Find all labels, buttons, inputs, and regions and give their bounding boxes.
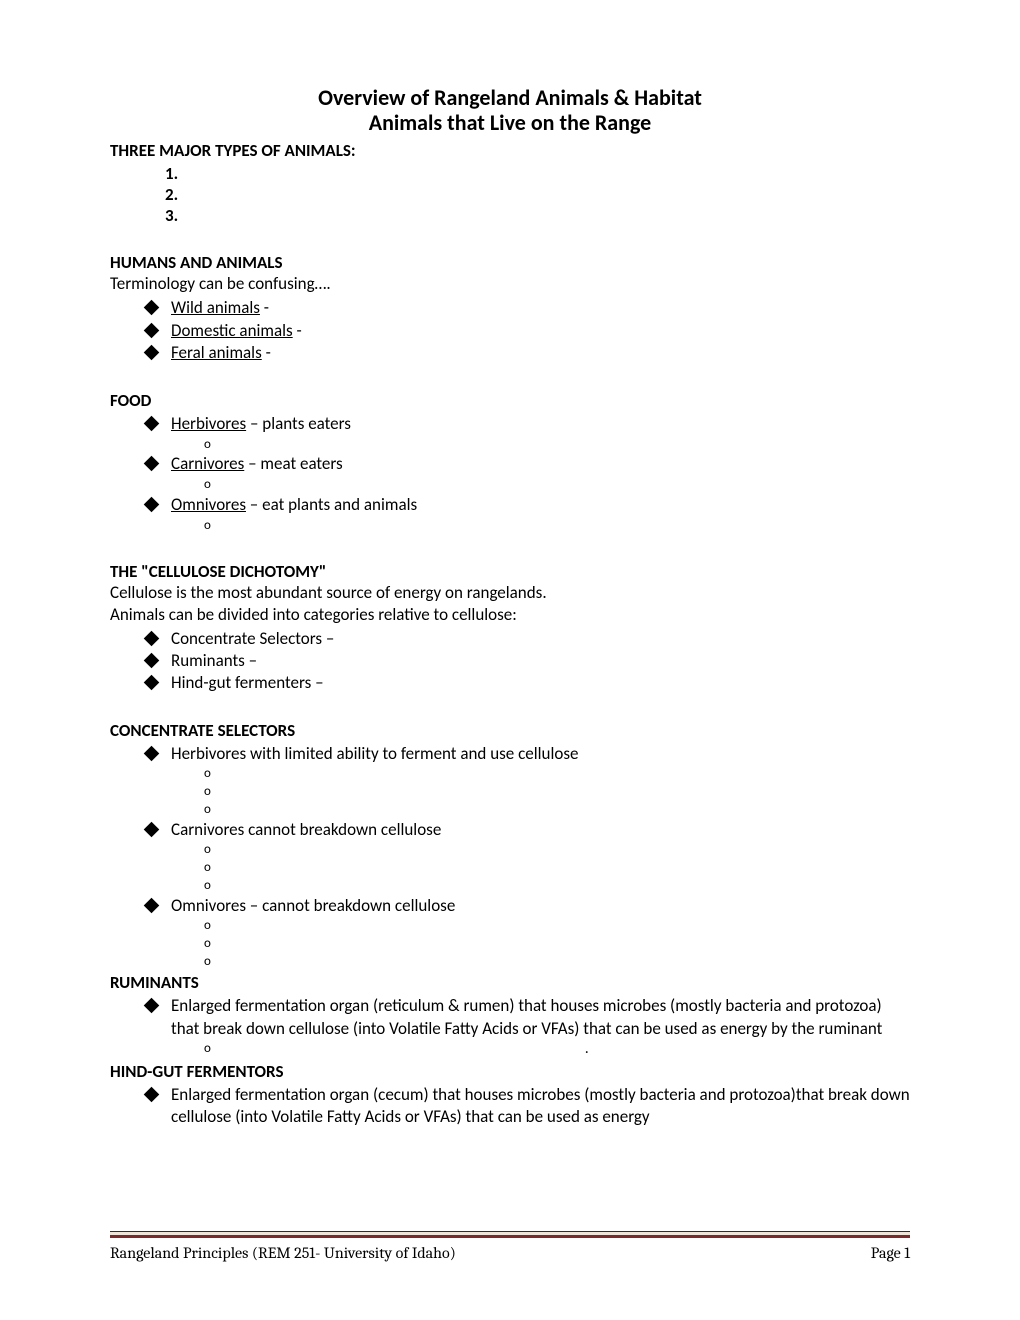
list-item bbox=[182, 205, 910, 226]
page-content: Overview of Rangeland Animals & Habitat … bbox=[0, 0, 1020, 1128]
sub-bullet: o. bbox=[110, 1040, 910, 1060]
footer-left: Rangeland Principles (REM 251- Universit… bbox=[110, 1244, 456, 1262]
bullet-text: Ruminants – bbox=[171, 650, 257, 672]
diamond-icon bbox=[144, 415, 160, 431]
bullet-text: Wild animals - bbox=[171, 297, 269, 319]
circle-icon: o bbox=[204, 802, 211, 819]
bullet-text: Omnivores – eat plants and animals bbox=[171, 494, 417, 516]
bullet-item: Ruminants – bbox=[110, 650, 910, 672]
bullet-item: Concentrate Selectors – bbox=[110, 628, 910, 650]
bullet-text: Feral animals - bbox=[171, 342, 271, 364]
bullet-text: Herbivores with limited ability to ferme… bbox=[171, 743, 578, 765]
cellulose-list: Concentrate Selectors – Ruminants – Hind… bbox=[110, 628, 910, 694]
bullet-item: Omnivores – eat plants and animals bbox=[110, 494, 910, 516]
bullet-text: Domestic animals - bbox=[171, 320, 302, 342]
heading-ruminants: RUMINANTS bbox=[110, 972, 910, 993]
food-list: Herbivores – plants eaters o Carnivores … bbox=[110, 413, 910, 535]
diamond-icon bbox=[144, 1087, 160, 1103]
diamond-icon bbox=[144, 456, 160, 472]
diamond-icon bbox=[144, 653, 160, 669]
sub-bullet: o bbox=[110, 475, 910, 494]
bullet-item: Herbivores with limited ability to ferme… bbox=[110, 743, 910, 765]
bullet-text: Enlarged fermentation organ (cecum) that… bbox=[171, 1084, 910, 1128]
bullet-item: Enlarged fermentation organ (cecum) that… bbox=[110, 1084, 910, 1128]
sub-bullet: o bbox=[110, 516, 910, 535]
cellulose-line1: Cellulose is the most abundant source of… bbox=[110, 582, 910, 604]
bullet-text: Carnivores – meat eaters bbox=[171, 453, 343, 475]
bullet-item: Wild animals - bbox=[110, 297, 910, 319]
bullet-item: Enlarged fermentation organ (reticulum &… bbox=[110, 995, 910, 1039]
footer-rule bbox=[110, 1231, 910, 1238]
heading-conc: CONCENTRATE SELECTORS bbox=[110, 720, 910, 741]
circle-icon: o bbox=[204, 784, 211, 801]
heading-hindgut: HIND-GUT FERMENTORS bbox=[110, 1061, 910, 1082]
sub-bullet: o bbox=[110, 877, 910, 895]
diamond-icon bbox=[144, 344, 160, 360]
bullet-item: Carnivores – meat eaters bbox=[110, 453, 910, 475]
diamond-icon bbox=[144, 822, 160, 838]
doc-subtitle: Animals that Live on the Range bbox=[110, 110, 910, 135]
humans-intro: Terminology can be confusing…. bbox=[110, 273, 910, 295]
circle-icon: o bbox=[204, 476, 211, 494]
footer-line: Rangeland Principles (REM 251- Universit… bbox=[110, 1244, 910, 1262]
sub-bullet: o bbox=[110, 953, 910, 971]
diamond-icon bbox=[144, 497, 160, 513]
bullet-item: Herbivores – plants eaters bbox=[110, 413, 910, 435]
list-item bbox=[182, 163, 910, 184]
circle-icon: o bbox=[204, 766, 211, 783]
diamond-icon bbox=[144, 998, 160, 1014]
bullet-item: Domestic animals - bbox=[110, 320, 910, 342]
diamond-icon bbox=[144, 300, 160, 316]
sub-bullet: o bbox=[110, 935, 910, 953]
sub-bullet: o bbox=[110, 801, 910, 819]
circle-icon: o bbox=[204, 954, 211, 971]
bullet-text: Omnivores – cannot breakdown cellulose bbox=[171, 895, 455, 917]
sub-bullet: o bbox=[110, 765, 910, 783]
heading-food: FOOD bbox=[110, 390, 910, 411]
bullet-item: Omnivores – cannot breakdown cellulose bbox=[110, 895, 910, 917]
sub-bullet: o bbox=[110, 435, 910, 454]
diamond-icon bbox=[144, 631, 160, 647]
bullet-item: Feral animals - bbox=[110, 342, 910, 364]
circle-icon: o bbox=[204, 878, 211, 895]
page-footer: Rangeland Principles (REM 251- Universit… bbox=[110, 1231, 910, 1262]
diamond-icon bbox=[144, 746, 160, 762]
bullet-item: Carnivores cannot breakdown cellulose bbox=[110, 819, 910, 841]
hindgut-list: Enlarged fermentation organ (cecum) that… bbox=[110, 1084, 910, 1128]
circle-icon: o bbox=[204, 1041, 211, 1058]
numbered-list bbox=[110, 163, 910, 227]
ruminants-list: Enlarged fermentation organ (reticulum &… bbox=[110, 995, 910, 1059]
footer-right: Page 1 bbox=[871, 1244, 910, 1262]
sub-bullet: o bbox=[110, 841, 910, 859]
sub-bullet: o bbox=[110, 859, 910, 877]
diamond-icon bbox=[144, 322, 160, 338]
conc-list: Herbivores with limited ability to ferme… bbox=[110, 743, 910, 970]
heading-cellulose: THE "CELLULOSE DICHOTOMY" bbox=[110, 561, 910, 582]
doc-title: Overview of Rangeland Animals & Habitat bbox=[110, 85, 910, 110]
bullet-text: Herbivores – plants eaters bbox=[171, 413, 351, 435]
heading-types: THREE MAJOR TYPES OF ANIMALS: bbox=[110, 140, 910, 161]
circle-icon: o bbox=[204, 517, 211, 535]
diamond-icon bbox=[144, 897, 160, 913]
heading-humans: HUMANS AND ANIMALS bbox=[110, 252, 910, 273]
humans-list: Wild animals - Domestic animals - Feral … bbox=[110, 297, 910, 363]
sub-bullet: o bbox=[110, 783, 910, 801]
circle-icon: o bbox=[204, 860, 211, 877]
list-item bbox=[182, 184, 910, 205]
cellulose-line2: Animals can be divided into categories r… bbox=[110, 604, 910, 626]
dot-text: . bbox=[585, 1040, 589, 1060]
sub-bullet: o bbox=[110, 917, 910, 935]
bullet-item: Hind-gut fermenters – bbox=[110, 672, 910, 694]
bullet-text: Enlarged fermentation organ (reticulum &… bbox=[171, 995, 910, 1039]
circle-icon: o bbox=[204, 842, 211, 859]
bullet-text: Carnivores cannot breakdown cellulose bbox=[171, 819, 441, 841]
diamond-icon bbox=[144, 675, 160, 691]
circle-icon: o bbox=[204, 918, 211, 935]
bullet-text: Hind-gut fermenters – bbox=[171, 672, 324, 694]
circle-icon: o bbox=[204, 936, 211, 953]
bullet-text: Concentrate Selectors – bbox=[171, 628, 334, 650]
circle-icon: o bbox=[204, 436, 211, 454]
